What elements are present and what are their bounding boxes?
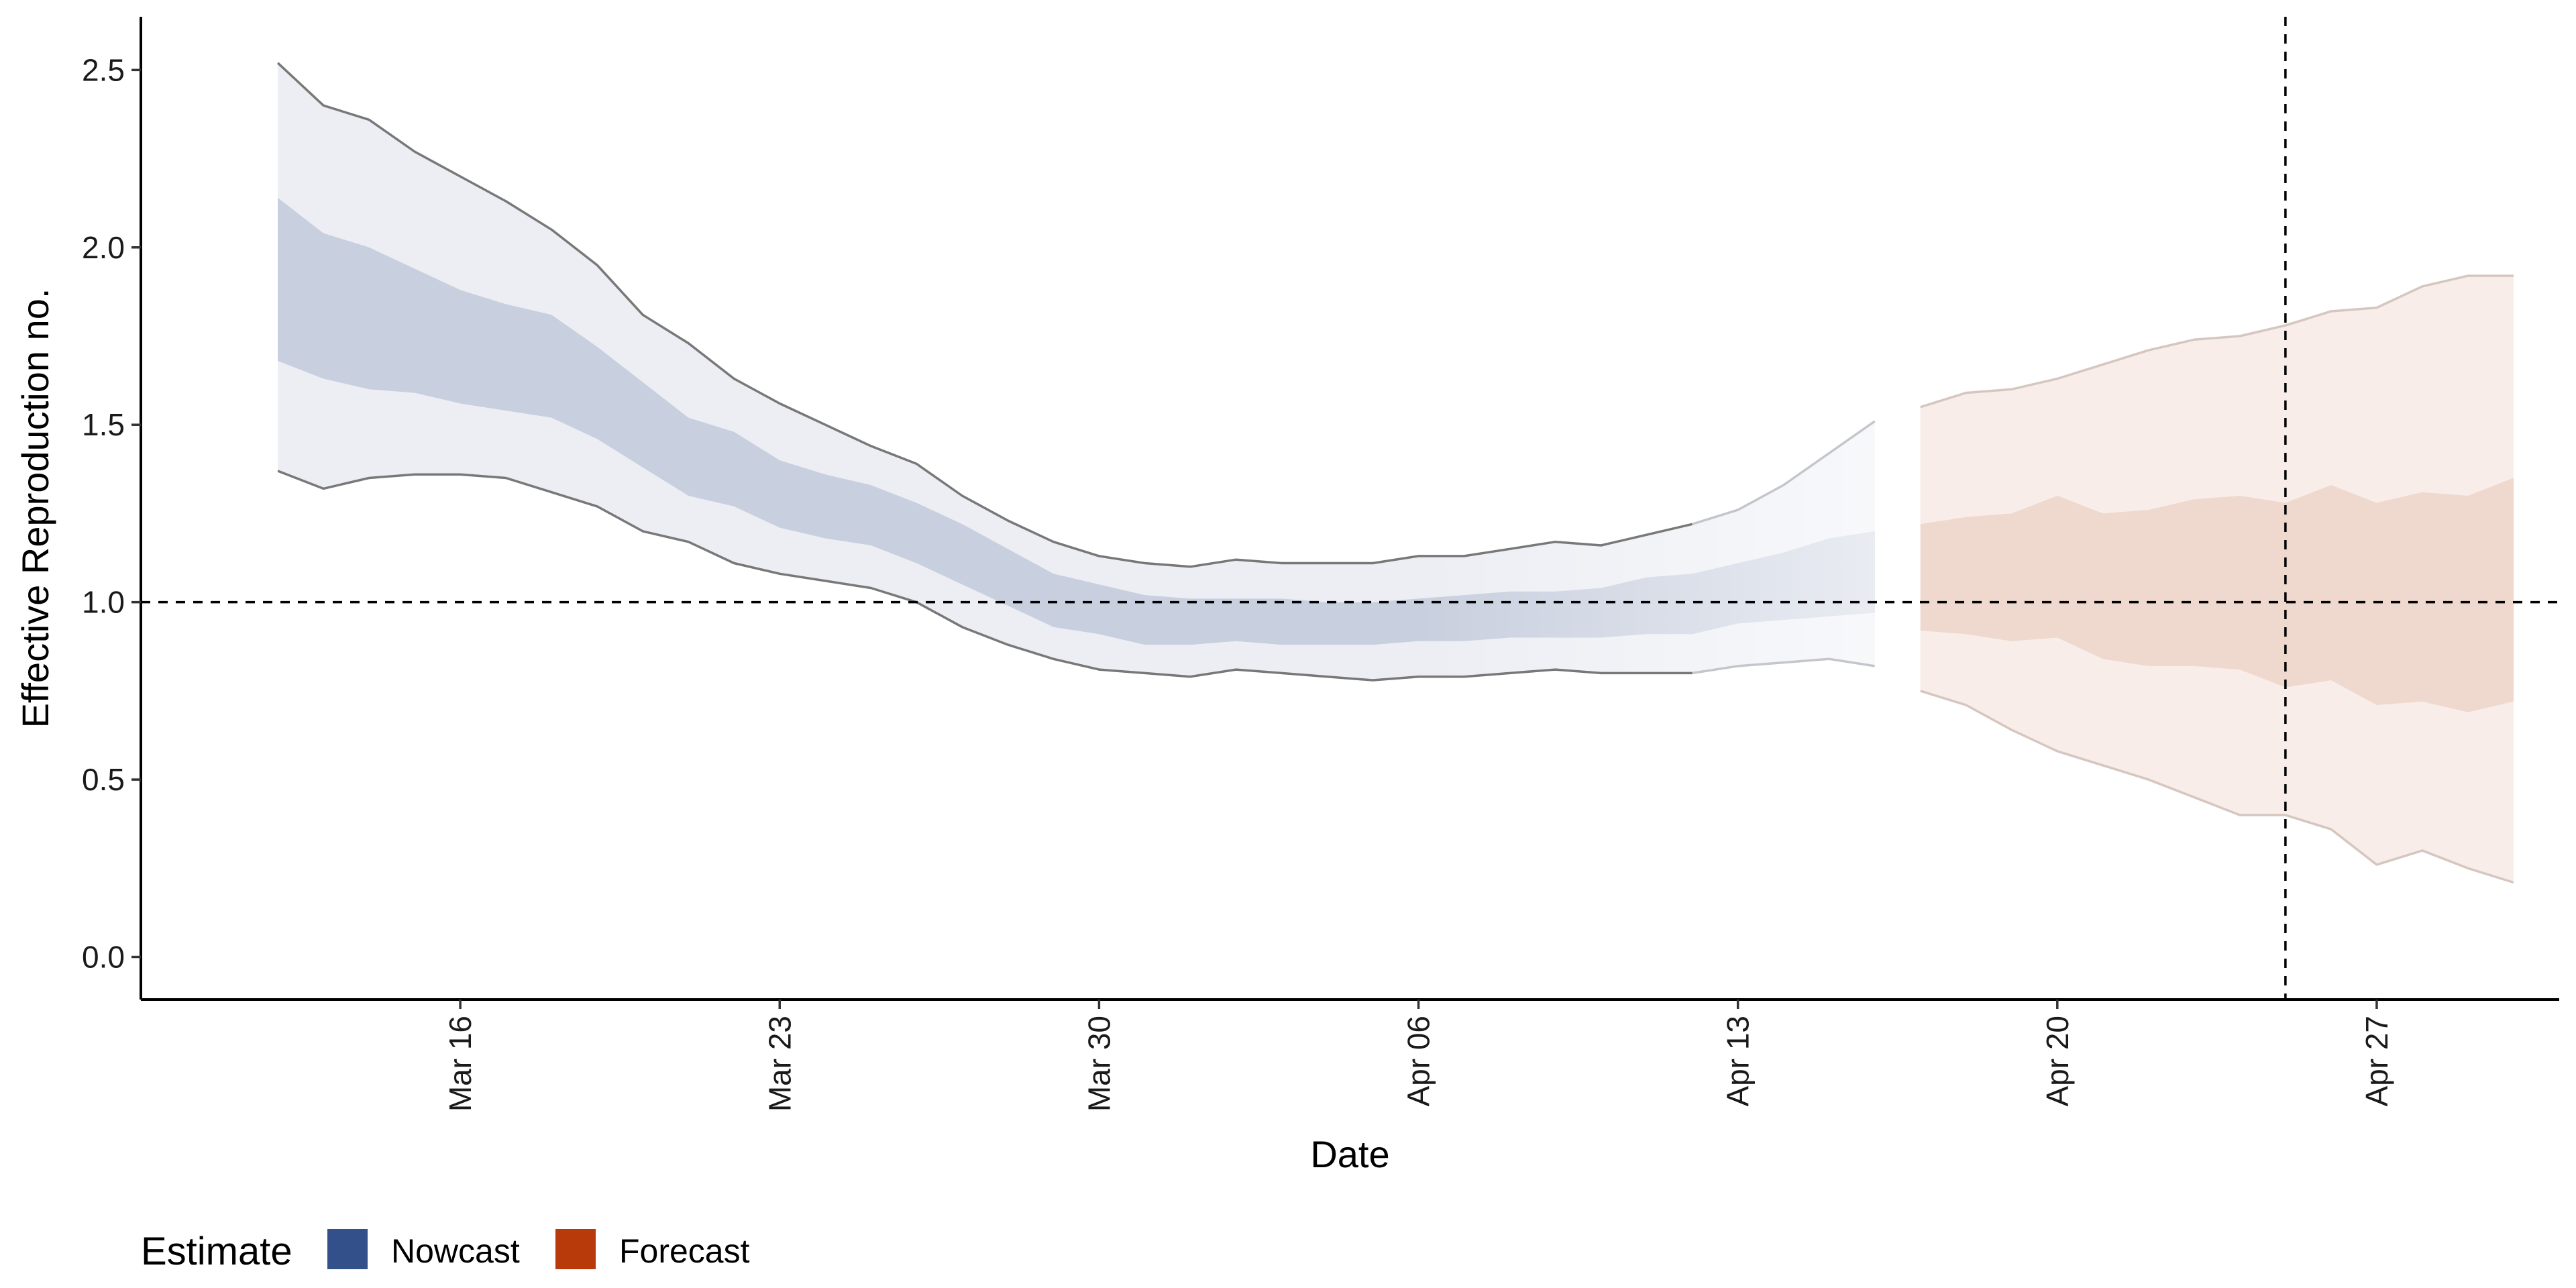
legend-swatch-nowcast [327, 1229, 368, 1269]
reference-lines [141, 17, 2559, 1000]
axes: 0.0 0.5 1.0 1.5 2.0 2.5 Mar 16 Mar 23 Mar 30 Apr … [82, 17, 2559, 1112]
nowcast-lower-edge-fade [1692, 657, 1875, 675]
y-tick-label: 1.5 [82, 407, 125, 442]
nowcast-lower-edge [277, 470, 1693, 682]
x-tick-label: Apr 13 [1721, 1016, 1756, 1107]
legend-swatch-forecast [555, 1229, 596, 1269]
y-tick-label: 1.0 [82, 585, 125, 620]
x-tick-label: Mar 23 [762, 1016, 797, 1112]
forecast-upper-edge [1920, 274, 2514, 409]
y-tick-label: 0.5 [82, 762, 125, 797]
x-tick-label: Mar 30 [1081, 1016, 1116, 1112]
x-tick-label: Apr 27 [2359, 1016, 2394, 1107]
x-tick-label: Apr 20 [2040, 1016, 2075, 1107]
chart-band-edges [276, 62, 2514, 884]
legend-title: Estimate [141, 1230, 292, 1273]
chart-bands [278, 62, 2514, 883]
y-tick-label: 2.0 [82, 230, 125, 265]
x-tick-label: Mar 16 [443, 1016, 478, 1112]
nowcast-upper-edge [276, 62, 1693, 568]
legend-label-forecast: Forecast [619, 1232, 750, 1270]
y-tick-label: 0.0 [82, 940, 125, 975]
forecast-lower-edge [1920, 690, 2514, 884]
legend-label-nowcast: Nowcast [391, 1232, 520, 1270]
y-axis-title: Effective Reproduction no. [14, 288, 56, 729]
x-axis-title: Date [1310, 1133, 1389, 1175]
legend: Estimate Nowcast Forecast [141, 1229, 750, 1273]
y-tick-label: 2.5 [82, 52, 125, 87]
nowcast-fade-overlay [278, 62, 1875, 681]
forecast-band-50 [1920, 478, 2514, 712]
x-tick-label: Apr 06 [1401, 1016, 1436, 1107]
nowcast-upper-edge-fade [1692, 420, 1876, 525]
